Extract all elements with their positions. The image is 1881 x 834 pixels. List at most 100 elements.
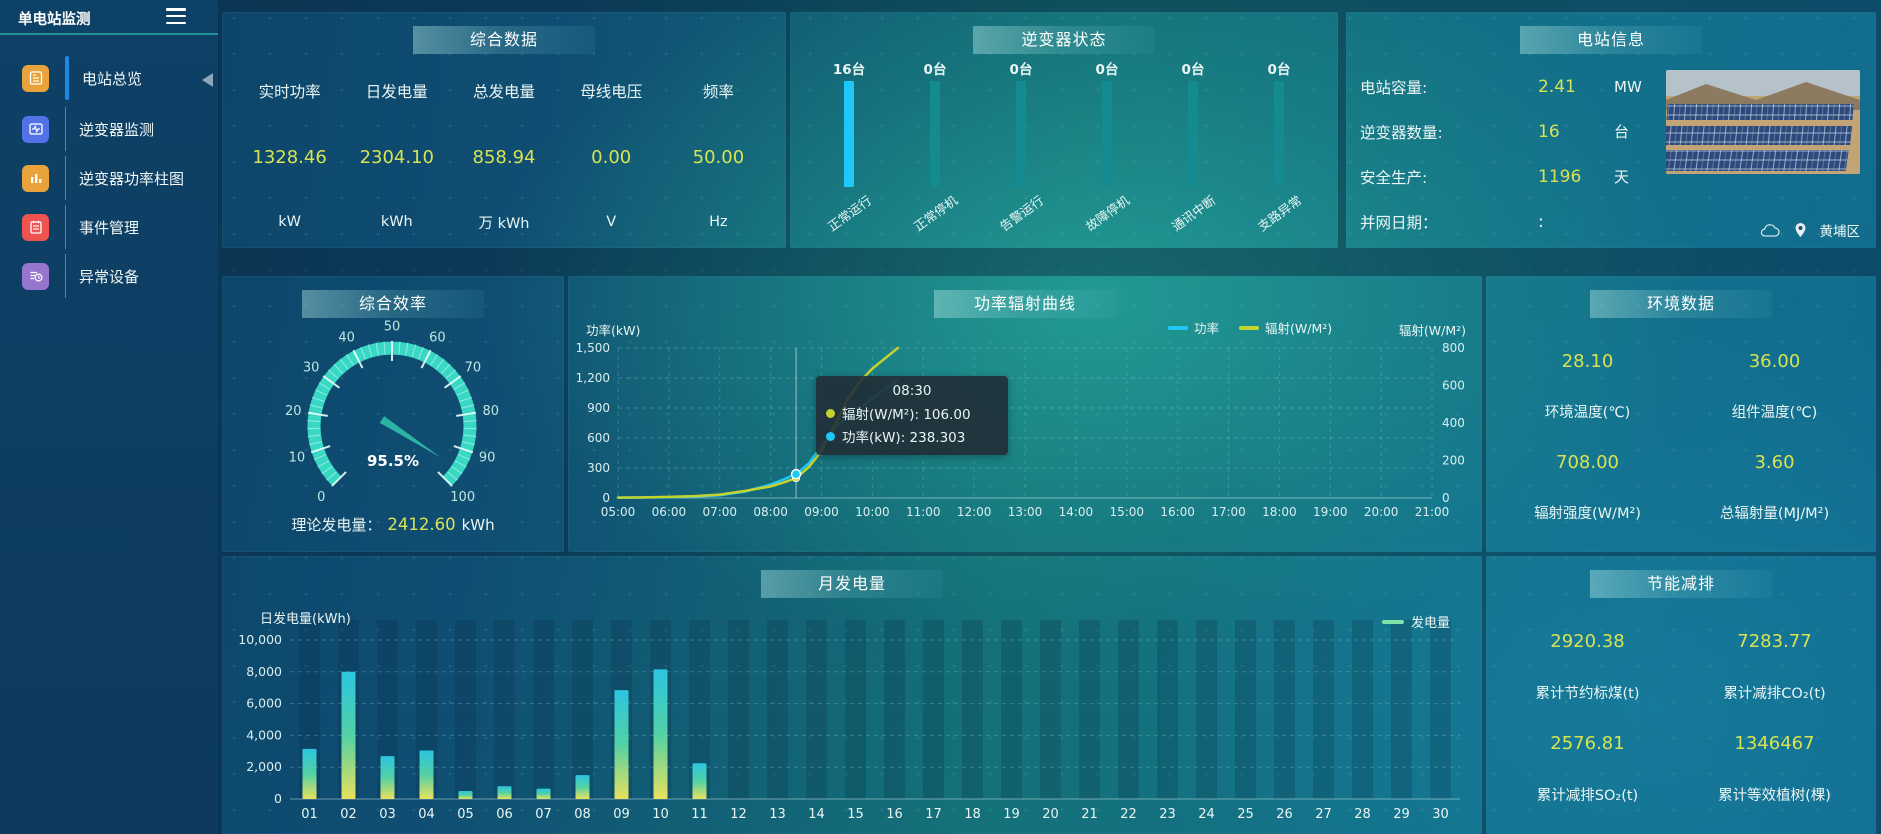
tick-label: 12 [730, 807, 747, 822]
gauge-tick [309, 404, 323, 409]
gauge-tick [462, 441, 476, 446]
tick-label: 08 [574, 807, 591, 822]
tick-label: 600 [1442, 379, 1465, 393]
sidebar-item-label: 逆变器监测 [79, 120, 155, 139]
panel-title: 综合数据 [413, 26, 595, 54]
gauge-tick [443, 375, 462, 389]
sidebar-item-event-management[interactable]: 事件管理 [0, 203, 218, 251]
category-band [845, 620, 866, 799]
station-row-value: 16 [1538, 121, 1560, 142]
station-row-value: 1196 [1538, 166, 1582, 187]
gauge-tick-label: 90 [479, 450, 496, 465]
theory-generation-row: 理论发电量： 2412.60 kWh [222, 514, 564, 535]
theory-generation-value: 2412.60 [387, 515, 456, 534]
legend-item-power[interactable]: 功率 [1168, 318, 1219, 337]
sidebar-item-indicator [65, 205, 66, 249]
tick-label: 13:00 [1008, 505, 1043, 519]
tick-label: 09 [613, 807, 630, 822]
gauge-tick [331, 471, 347, 487]
tick-label: 07 [535, 807, 552, 822]
gauge-tick-label: 50 [384, 320, 401, 335]
tick-label: 6,000 [246, 696, 282, 711]
gauge-tick [333, 363, 344, 374]
panel-energy-saving: 节能减排 2920.38 7283.77 累计节约标煤(t) 累计减排CO₂(t… [1486, 556, 1876, 834]
energy-saving-metrics: 2920.38 7283.77 累计节约标煤(t) 累计减排CO₂(t) 257… [1494, 616, 1868, 820]
gauge-tick [322, 375, 341, 389]
station-row: 并网日期： : [1360, 199, 1670, 244]
metric-label: 累计等效植树(棵) [1718, 788, 1831, 804]
tick-label: 02 [340, 807, 357, 822]
tick-label: 06:00 [652, 505, 687, 519]
legend-item-radiation[interactable]: 辐射(W/M²) [1239, 318, 1332, 337]
theory-generation-label: 理论发电量： [291, 516, 382, 534]
category-band [1235, 620, 1256, 799]
panel-title: 功率辐射曲线 [934, 290, 1116, 318]
tick-label: 10:00 [855, 505, 890, 519]
station-row-label: 安全生产: [1360, 168, 1428, 187]
gauge-tick [456, 389, 470, 396]
gauge-tick [459, 396, 473, 403]
legend-label: 辐射(W/M²) [1265, 321, 1333, 336]
tick-label: 800 [1442, 341, 1465, 355]
station-footer: 黄埔区 [1759, 220, 1861, 240]
sidebar-item-inverter-monitor[interactable]: 逆变器监测 [0, 105, 218, 153]
tick-label: 13 [769, 807, 786, 822]
sidebar-item-station-overview[interactable]: 电站总览 [0, 54, 218, 102]
location-pin-icon[interactable] [1794, 222, 1807, 238]
gauge-tick [461, 404, 475, 409]
panel-environment: 环境数据 28.10 36.00 环境温度(℃) 组件温度(℃) 708.00 … [1486, 276, 1876, 552]
tick-label: 10,000 [238, 632, 282, 647]
gauge-tick [367, 344, 373, 357]
tick-label: 0 [602, 491, 610, 505]
inverter-status-label: 故障停机 [1082, 192, 1133, 235]
gauge-tick [420, 349, 432, 369]
metric-unit: kWh [380, 214, 413, 230]
gauge-tick [418, 346, 424, 360]
station-row-label: 电站容量: [1360, 78, 1428, 97]
gauge-tick [437, 471, 453, 487]
gauge-tick-label: 40 [338, 330, 355, 345]
gauge-tick [445, 369, 457, 379]
tick-label: 15:00 [1109, 505, 1144, 519]
gauge-tick-label: 0 [317, 490, 325, 505]
tick-label: 07:00 [702, 505, 737, 519]
generation-bar [692, 763, 707, 799]
tick-label: 27 [1315, 807, 1332, 822]
tick-label: 900 [587, 401, 610, 415]
sidebar-header: 单电站监测 [0, 0, 218, 33]
category-band [377, 620, 398, 799]
tick-label: 20 [1042, 807, 1059, 822]
weather-cloud-icon[interactable] [1759, 223, 1781, 238]
power-hover-dot [790, 468, 802, 480]
panel-inverter-status: 逆变器状态 16台 正常运行 0台 正常停机 0台 告警运行 0台 故障停机 0台 通讯中断 0台支… [790, 12, 1338, 248]
tick-label: 12:00 [957, 505, 992, 519]
menu-toggle-icon[interactable] [166, 8, 186, 24]
metric-value: 1328.46 [252, 146, 327, 168]
gauge-tick [321, 466, 333, 475]
generation-bar [458, 791, 473, 799]
metric-value: 858.94 [472, 146, 536, 168]
panel-monthly-generation: 月发电量 01 02 03 04 05 06 07 08 09 10 11 12 13 14 15 16 17 1… [222, 556, 1482, 834]
sidebar-item-abnormal-devices[interactable]: 异常设备 [0, 252, 218, 300]
sidebar-collapse-arrow[interactable] [202, 73, 213, 87]
tick-label: 01 [301, 807, 318, 822]
tick-label: 18:00 [1262, 505, 1297, 519]
sidebar-item-indicator [65, 56, 69, 100]
bar-chart-legend[interactable]: 发电量 [1382, 612, 1450, 631]
bar-chart-icon [22, 164, 49, 192]
metric-label: 辐射强度(W/M²) [1534, 506, 1641, 523]
panel-title: 逆变器状态 [973, 26, 1155, 54]
gauge-tick [339, 358, 349, 370]
category-band [806, 620, 827, 799]
panel-station-info: 电站信息 电站容量: 2.41 MW 逆变器数量: 16 台 安全生产: 119… [1346, 12, 1876, 248]
station-row-value: 2.41 [1538, 76, 1576, 97]
sidebar-item-inverter-power-bars[interactable]: 逆变器功率柱图 [0, 154, 218, 202]
sidebar: 单电站监测 电站总览 逆变器监测 逆变器功率柱图 事件管理 异 [0, 0, 218, 834]
tick-label: 600 [587, 431, 610, 445]
station-row-label: 并网日期： [1360, 213, 1438, 232]
gauge-tick [314, 389, 328, 396]
sidebar-item-label: 电站总览 [82, 69, 143, 88]
station-location: 黄埔区 [1819, 224, 1861, 240]
gauge-value: 95.5% [366, 452, 420, 470]
gauge-tick [453, 445, 474, 454]
